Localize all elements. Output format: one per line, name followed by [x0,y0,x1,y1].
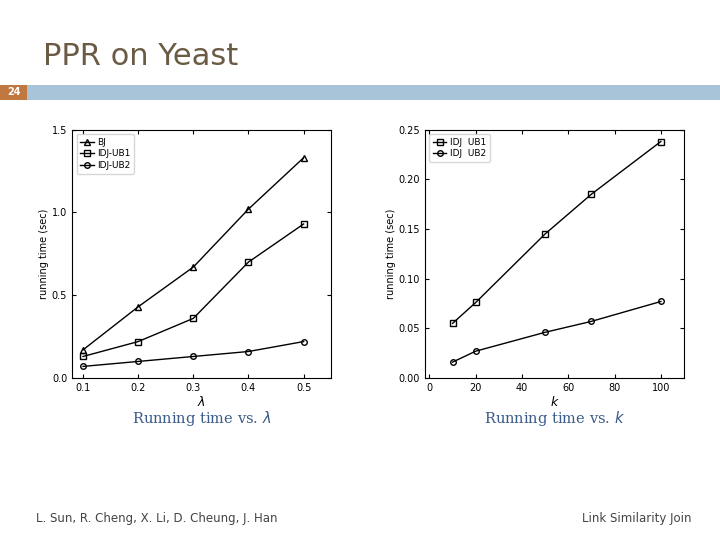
Line: BJ: BJ [80,155,307,353]
IDJ  UB1 [449,320,457,327]
IDJ-UB1 [134,339,143,345]
IDJ  UB1 [657,138,665,145]
IDJ-UB2 [78,363,87,370]
IDJ  UB1 [541,231,549,237]
IDJ  UB2 [541,329,549,335]
Y-axis label: running time (sec): running time (sec) [39,208,49,299]
Line: IDJ-UB1: IDJ-UB1 [80,221,307,359]
IDJ  UB2 [657,298,665,305]
IDJ-UB1 [244,259,253,265]
BJ [189,264,198,271]
IDJ  UB2 [472,348,480,354]
Line: IDJ  UB2: IDJ UB2 [450,299,664,365]
Line: IDJ  UB1: IDJ UB1 [450,139,664,326]
BJ [78,347,87,353]
IDJ-UB2 [300,339,308,345]
Y-axis label: running time (sec): running time (sec) [385,208,395,299]
X-axis label: k: k [551,396,558,409]
IDJ-UB2 [189,353,198,360]
BJ [244,206,253,212]
IDJ  UB1 [587,191,595,198]
Text: L. Sun, R. Cheng, X. Li, D. Cheung, J. Han: L. Sun, R. Cheng, X. Li, D. Cheung, J. H… [36,512,277,525]
IDJ  UB1 [472,299,480,306]
BJ [134,303,143,310]
Legend: BJ, IDJ-UB1, IDJ-UB2: BJ, IDJ-UB1, IDJ-UB2 [76,134,134,174]
Text: PPR on Yeast: PPR on Yeast [43,42,238,71]
IDJ-UB2 [134,358,143,365]
IDJ-UB1 [300,221,308,227]
Text: Running time vs. $k$: Running time vs. $k$ [484,409,625,428]
Legend: IDJ  UB1, IDJ  UB2: IDJ UB1, IDJ UB2 [429,134,490,162]
IDJ-UB2 [244,348,253,355]
Text: Link Similarity Join: Link Similarity Join [582,512,691,525]
IDJ-UB1 [78,353,87,360]
Line: IDJ-UB2: IDJ-UB2 [80,339,307,369]
Bar [0,85,27,100]
BJ [300,154,308,161]
Text: 24: 24 [7,87,20,97]
X-axis label: λ: λ [198,396,205,409]
IDJ  UB2 [449,359,457,366]
Text: Running time vs. $\lambda$: Running time vs. $\lambda$ [132,409,271,428]
IDJ-UB1 [189,315,198,322]
IDJ  UB2 [587,318,595,325]
